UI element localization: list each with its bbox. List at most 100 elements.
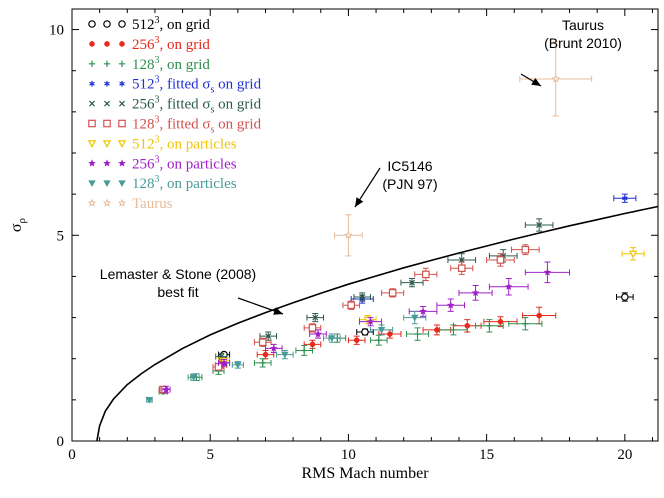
marker-open-square xyxy=(258,338,267,347)
marker-filled-star xyxy=(504,282,513,290)
legend-item-4: 2563, fitted σs on grid xyxy=(89,95,262,116)
series-9 xyxy=(334,41,593,257)
legend-label-main: 512 xyxy=(132,17,155,33)
marker-plus xyxy=(375,337,383,344)
data-point xyxy=(256,349,275,360)
marker-filled-star xyxy=(314,330,322,338)
data-point xyxy=(370,324,394,336)
legend-item-8: 1283, on particles xyxy=(88,174,237,192)
marker-filled-circle xyxy=(119,41,125,47)
marker-cross xyxy=(265,333,272,340)
marker-cross xyxy=(312,314,319,321)
legend-label-rest: , on grid xyxy=(160,37,211,53)
annotation-text: Taurus xyxy=(562,17,604,33)
marker-open-square xyxy=(347,301,355,310)
marker-plus xyxy=(414,330,421,338)
marker-plus xyxy=(300,347,308,354)
marker-plus xyxy=(450,326,457,334)
legend-label-main: 128 xyxy=(132,176,155,192)
legend-label: 1283, fitted σs on grid xyxy=(132,115,262,136)
annotation-text: IC5146 xyxy=(387,158,432,174)
marker-cross xyxy=(104,100,110,107)
data-point xyxy=(524,261,571,284)
legend-label-sup: 3 xyxy=(155,35,160,46)
marker-open-circle xyxy=(118,20,126,28)
legend-label: 2563, on grid xyxy=(132,35,210,53)
data-point xyxy=(511,244,540,256)
data-point xyxy=(486,253,515,267)
annotation-text: Lemaster & Stone (2008) xyxy=(100,266,256,282)
legend-label: 5123, fitted σs on grid xyxy=(132,75,262,96)
marker-open-triangle xyxy=(87,140,97,148)
marker-plus xyxy=(103,60,111,67)
marker-plus xyxy=(88,60,96,67)
legend-label-tail: on grid xyxy=(214,117,261,133)
data-point xyxy=(403,310,427,325)
data-point xyxy=(187,373,200,382)
axes: 0 5 10 15 20 0 5 10 RMS Mach number σρ xyxy=(8,9,658,482)
legend-label: 5123, on particles xyxy=(132,134,237,152)
marker-asterisk xyxy=(119,80,125,87)
data-point xyxy=(295,345,313,356)
data-point xyxy=(408,305,438,317)
annotation-text: (PJN 97) xyxy=(382,176,437,192)
x-axis-label: RMS Mach number xyxy=(301,465,429,482)
marker-open-circle xyxy=(88,20,96,28)
series-3 xyxy=(218,193,637,366)
marker-filled-star xyxy=(543,268,552,276)
legend-label-main: 128 xyxy=(132,117,155,133)
legend-label-main: 256 xyxy=(132,156,155,172)
marker-open-square xyxy=(422,270,430,279)
annotation-0: Taurus (Brunt 2010) xyxy=(520,17,622,87)
marker-filled-star xyxy=(103,159,111,167)
marker-plus xyxy=(522,320,529,327)
marker-asterisk xyxy=(622,195,628,202)
marker-filled-star xyxy=(446,301,455,309)
legend-label-sub: s xyxy=(211,85,215,96)
data-point xyxy=(436,298,466,312)
x-tick-label: 20 xyxy=(617,447,632,463)
fit-curve-line xyxy=(96,205,659,442)
legend-label-rest: , on particles xyxy=(160,156,237,172)
annotation-text: best fit xyxy=(157,284,198,300)
annotation-arrow-head xyxy=(355,197,364,207)
marker-filled-circle xyxy=(434,327,440,333)
marker-filled-circle xyxy=(353,337,360,344)
legend-label-sub: s xyxy=(211,125,215,136)
data-point xyxy=(323,333,341,343)
series-7 xyxy=(161,261,571,394)
marker-filled-star xyxy=(118,159,126,167)
data-point xyxy=(522,306,557,325)
annotations-layer: Taurus (Brunt 2010) IC5146 (PJN 97) Lemaster… xyxy=(100,17,622,315)
legend-label-sup: 3 xyxy=(155,134,160,145)
marker-filled-triangle xyxy=(281,351,289,359)
legend-label-rest: , fitted σ xyxy=(160,117,211,133)
fit-curve-layer xyxy=(96,205,659,442)
marker-open-star xyxy=(117,198,127,207)
marker-open-triangle xyxy=(363,316,372,325)
legend-item-1: 2563, on grid xyxy=(89,35,210,53)
y-tick-label: 0 xyxy=(57,434,65,450)
data-point xyxy=(488,249,518,263)
legend-item-6: 5123, on particles xyxy=(87,134,237,152)
y-tick-label: 10 xyxy=(49,23,64,39)
marker-filled-circle xyxy=(262,351,269,358)
marker-cross xyxy=(119,100,125,107)
legend-label-tail: on grid xyxy=(214,77,261,93)
legend-label-sup: 3 xyxy=(155,154,160,165)
marker-filled-triangle xyxy=(103,180,111,188)
data-point xyxy=(358,315,377,325)
legend-label-sup: 3 xyxy=(155,174,160,185)
data-point xyxy=(475,319,504,333)
data-point xyxy=(342,300,360,310)
x-tick-label: 10 xyxy=(341,447,356,463)
data-point xyxy=(458,284,493,301)
marker-open-square xyxy=(496,256,505,264)
x-tick-label: 0 xyxy=(68,447,76,463)
marker-open-star xyxy=(344,230,353,239)
data-point xyxy=(358,317,383,327)
data-points-layer xyxy=(145,41,645,404)
marker-open-star xyxy=(551,74,561,83)
legend-label-rest: , on grid xyxy=(160,57,211,73)
